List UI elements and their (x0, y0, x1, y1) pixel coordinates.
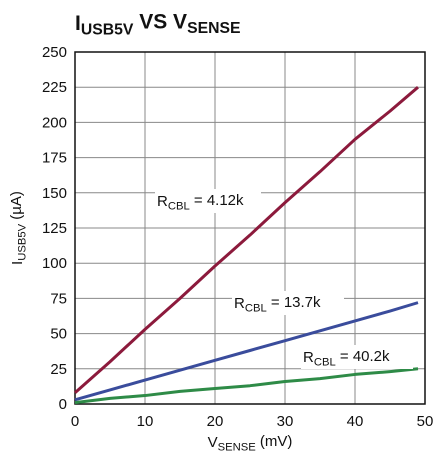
x-tick-label: 0 (71, 413, 79, 430)
y-tick-label: 75 (50, 290, 67, 307)
y-tick-label: 0 (59, 396, 67, 413)
y-tick-label: 25 (50, 361, 67, 378)
y-tick-label: 250 (42, 44, 67, 61)
series-line (74, 301, 419, 402)
x-tick-label: 40 (347, 413, 364, 430)
series-label-part: CBL (314, 356, 336, 368)
x-tick-label: 30 (277, 413, 294, 430)
x-tick-label: 20 (207, 413, 224, 430)
x-tick-label: 10 (137, 413, 154, 430)
chart-title-part: USB5V (81, 22, 134, 39)
chart-title: IUSB5V VS VSENSE (75, 10, 240, 38)
y-axis-label-part: (µA) (8, 191, 25, 224)
series-line (74, 86, 419, 394)
x-axis-label-part: V (208, 434, 218, 451)
chart-title-part: SENSE (187, 20, 240, 37)
series-label: RCBL = 4.12k (157, 192, 244, 213)
label-bg (301, 345, 413, 369)
x-axis-label-part: (mV) (256, 433, 293, 450)
y-axis-label-part: I (9, 261, 26, 265)
label-bg (155, 189, 261, 213)
series-label-part: R (303, 349, 314, 366)
x-tick-label: 50 (417, 413, 434, 430)
y-tick-label: 100 (42, 255, 67, 272)
y-tick-label: 200 (42, 114, 67, 131)
series-label-part: CBL (168, 200, 190, 212)
y-axis-label-part: USB5V (16, 223, 28, 260)
series-line (74, 367, 419, 405)
y-tick-label: 50 (50, 326, 67, 343)
label-bg (232, 291, 344, 315)
plot-frame (74, 51, 426, 405)
x-axis-label: VSENSE (mV) (208, 433, 293, 454)
series-label-part: CBL (245, 302, 267, 314)
series-label-part: = 4.12k (190, 192, 244, 209)
y-tick-label: 225 (42, 79, 67, 96)
series-label-part: = 40.2k (336, 348, 390, 365)
chart-title-part: I (75, 12, 81, 35)
chart-title-part: VS V (133, 10, 187, 33)
series-label-part: R (234, 295, 245, 312)
y-tick-label: 125 (42, 220, 67, 237)
series-label-part: = 13.7k (267, 294, 321, 311)
x-axis-label-part: SENSE (218, 441, 257, 453)
series-label: RCBL = 40.2k (303, 348, 390, 369)
series-label: RCBL = 13.7k (234, 294, 321, 315)
y-tick-label: 150 (42, 185, 67, 202)
series-label-part: R (157, 193, 168, 210)
y-axis-label: IUSB5V (µA) (8, 191, 29, 265)
y-tick-label: 175 (42, 150, 67, 167)
